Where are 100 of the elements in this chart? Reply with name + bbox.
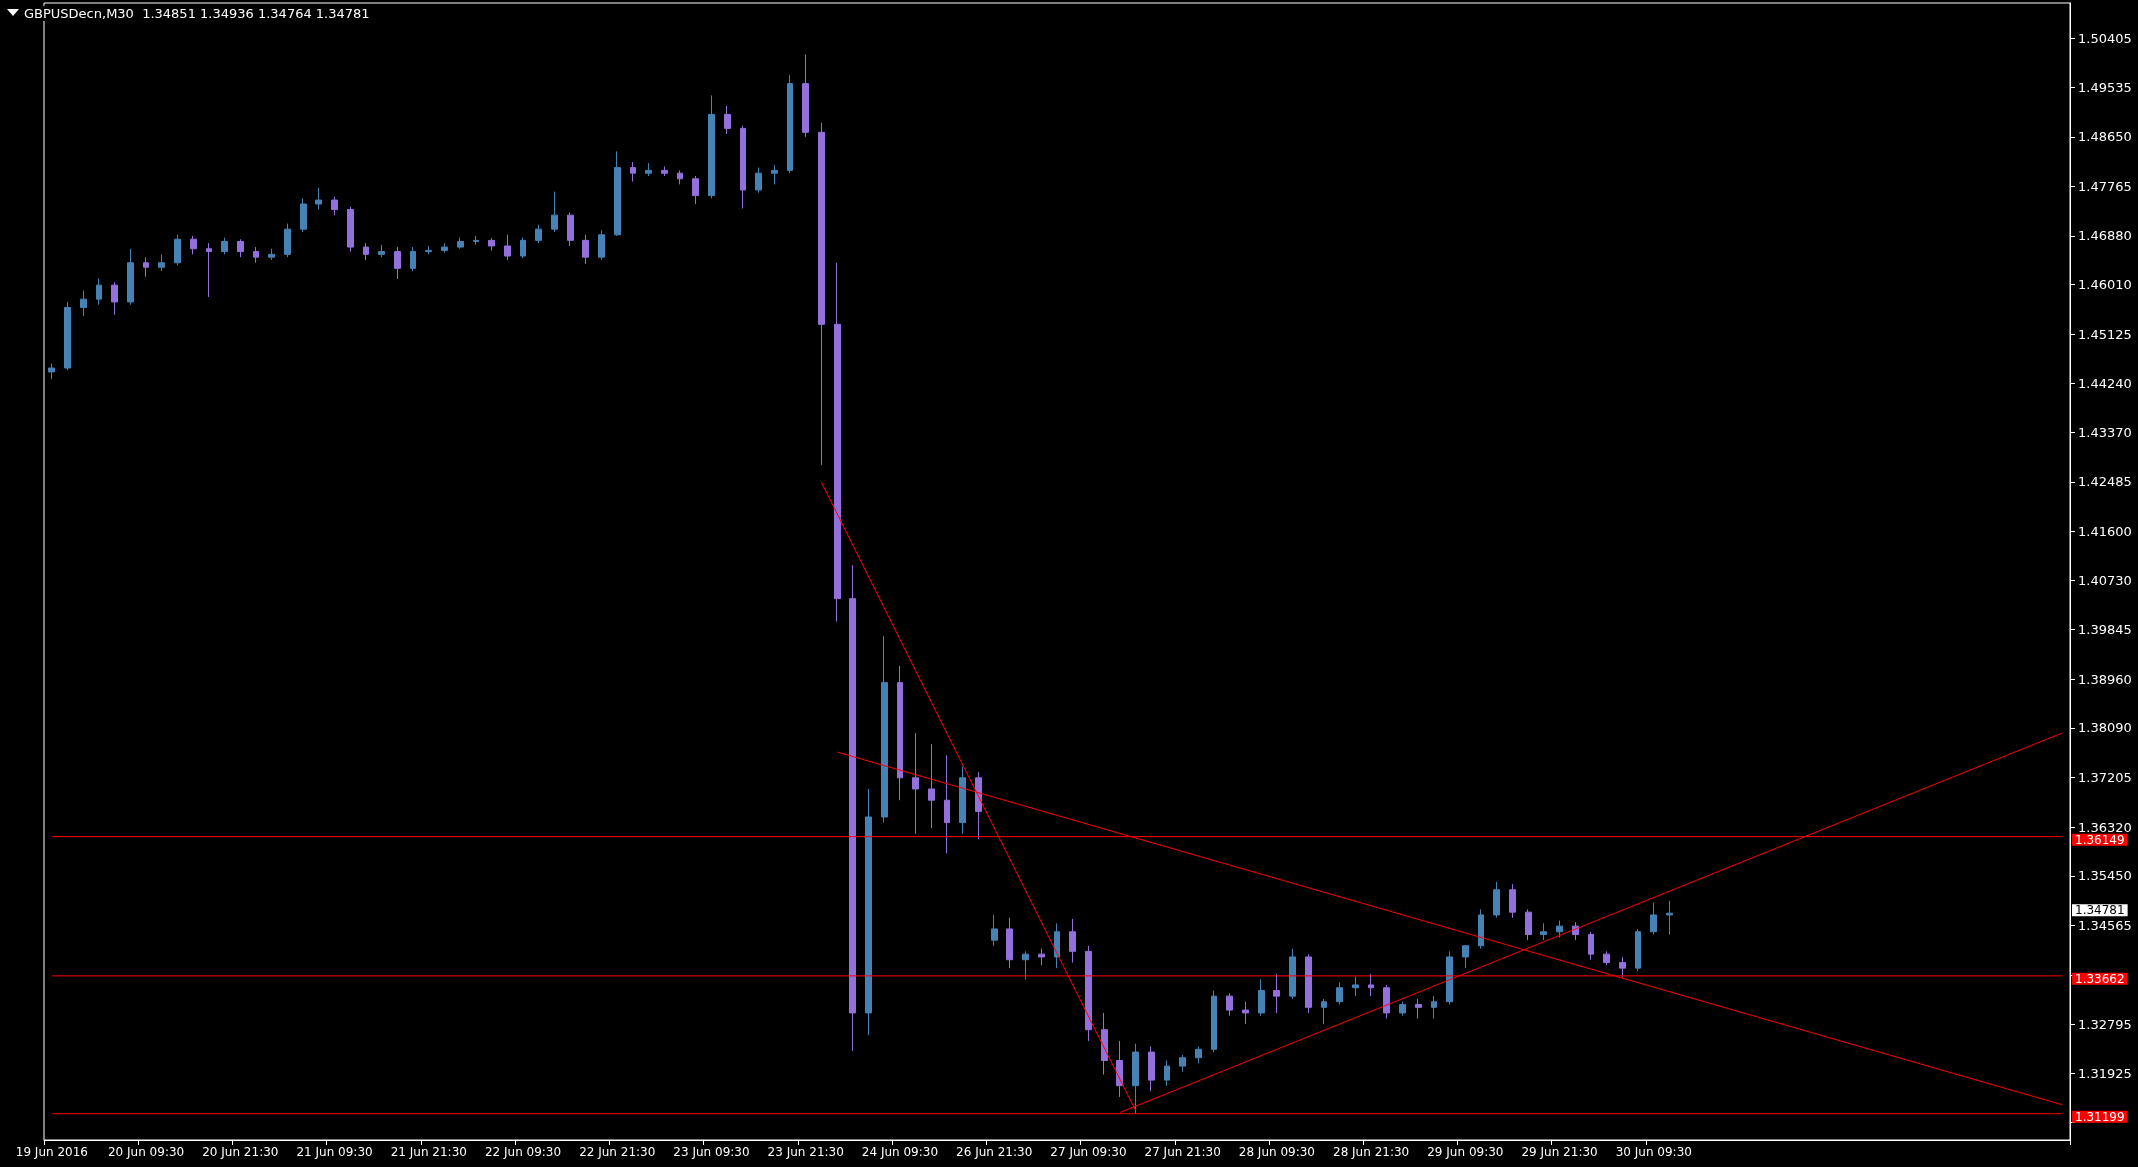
candlestick [1132, 1043, 1139, 1115]
text: 1.34781 [2075, 903, 2125, 918]
candlestick [80, 290, 87, 317]
candlestick [1509, 883, 1516, 919]
candlestick [190, 235, 197, 255]
candlestick [504, 234, 511, 261]
candlestick [1022, 950, 1029, 980]
candlestick [300, 197, 307, 233]
x-tick-label: 29 Jun 21:30 [1521, 1145, 1598, 1159]
candlestick [1399, 1001, 1406, 1017]
candlestick [425, 245, 432, 255]
candlestick [1603, 950, 1610, 966]
y-tick-label: 1.50405 [2078, 31, 2132, 47]
y-tick-label: 1.46010 [2078, 277, 2132, 293]
candlestick [1540, 922, 1547, 941]
candlestick [1305, 953, 1312, 1014]
x-tick-label: 23 Jun 09:30 [673, 1145, 750, 1159]
candlestick [928, 743, 935, 829]
candlestick [315, 187, 322, 211]
y-tick-label: 1.46880 [2078, 228, 2132, 244]
candlestick [1478, 908, 1484, 950]
candlestick [1116, 1040, 1123, 1098]
x-tick-label: 23 Jun 21:30 [767, 1145, 844, 1159]
candlestick [991, 914, 998, 947]
candlestick [724, 105, 731, 135]
candlestick [944, 754, 950, 854]
candlestick [394, 246, 401, 280]
y-tick-label: 1.37205 [2078, 770, 2132, 786]
candlestick [614, 150, 621, 237]
y-tick-label: 1.43370 [2078, 424, 2132, 440]
candlestick [1038, 948, 1045, 966]
candlestick [1383, 984, 1390, 1020]
candlestick [740, 125, 746, 209]
x-tick-label: 20 Jun 09:30 [107, 1145, 185, 1159]
candlestick [787, 74, 793, 174]
x-tick-label: 29 Jun 09:30 [1427, 1145, 1504, 1159]
candlestick [834, 262, 841, 623]
candlestick [1101, 1012, 1108, 1075]
x-tick-label: 26 Jun 21:30 [956, 1145, 1033, 1159]
x-tick-label: 27 Jun 21:30 [1144, 1145, 1221, 1159]
y-tick-label: 1.44240 [2078, 376, 2132, 392]
candlestick [520, 237, 526, 259]
ref-line-label: 1.33662 [2075, 971, 2125, 986]
candlestick [174, 234, 181, 267]
candlestick [111, 281, 118, 316]
x-tick-label: 20 Jun 21:30 [202, 1145, 279, 1159]
candlestick [221, 237, 228, 255]
candlestick [912, 732, 919, 835]
candlestick [1054, 922, 1060, 969]
candlestick [1211, 990, 1217, 1053]
candlestick [473, 235, 479, 246]
x-tick-label: 19 Jun 2016 [15, 1145, 88, 1159]
candlestick [143, 256, 149, 278]
x-tick-label: 28 Jun 09:30 [1238, 1145, 1315, 1159]
x-tick-label: 21 Jun 21:30 [390, 1145, 467, 1159]
candlestick [771, 164, 778, 185]
candlestick [363, 242, 369, 261]
candlestick [1352, 976, 1359, 997]
y-tick-label: 1.40730 [2078, 572, 2132, 588]
candlestick [630, 161, 636, 183]
candlestick [897, 665, 903, 801]
candlestick [488, 237, 495, 251]
candlestick [284, 223, 291, 258]
candlestick [661, 165, 668, 177]
candlestick [1069, 918, 1076, 964]
x-tick-label: 27 Jun 09:30 [1050, 1145, 1127, 1159]
candlestick [1289, 948, 1296, 1000]
candlestick [1242, 1001, 1249, 1025]
candlestick [457, 237, 464, 250]
y-tick-label: 1.34565 [2078, 917, 2132, 933]
y-tick-label: 1.35450 [2078, 868, 2132, 884]
candlestick [1368, 973, 1374, 997]
x-tick-label: 28 Jun 21:30 [1332, 1145, 1410, 1159]
candlestick [237, 238, 244, 258]
candlestick [802, 54, 809, 138]
candlestick [865, 788, 872, 1036]
candlestick [1336, 981, 1343, 1006]
candlestick [1321, 998, 1327, 1025]
candlestick [1588, 931, 1594, 961]
y-tick-label: 1.38960 [2078, 671, 2132, 687]
candlestick [959, 766, 966, 835]
candlestick [708, 94, 715, 199]
candlestick [378, 244, 385, 258]
candlestick [535, 224, 542, 244]
candlestick [551, 191, 558, 233]
y-tick-label: 1.39845 [2078, 622, 2132, 638]
candlestick [1273, 973, 1280, 1014]
y-tick-label: 1.49535 [2078, 79, 2132, 95]
candlestick [1650, 902, 1657, 936]
y-tick-label: 1.38090 [2078, 720, 2132, 736]
candlestick [582, 234, 589, 265]
candlestick [818, 122, 825, 466]
y-tick-label: 1.48650 [2078, 129, 2132, 145]
candlestick [64, 301, 71, 371]
candlestick [347, 206, 354, 253]
chart-title: GBPUSDecn,M30 1.34851 1.34936 1.34764 1.34781 [24, 6, 370, 21]
candlestick [1635, 928, 1641, 972]
candlestick [1006, 917, 1013, 969]
candlestick [1085, 945, 1092, 1042]
candlestick [96, 277, 102, 306]
